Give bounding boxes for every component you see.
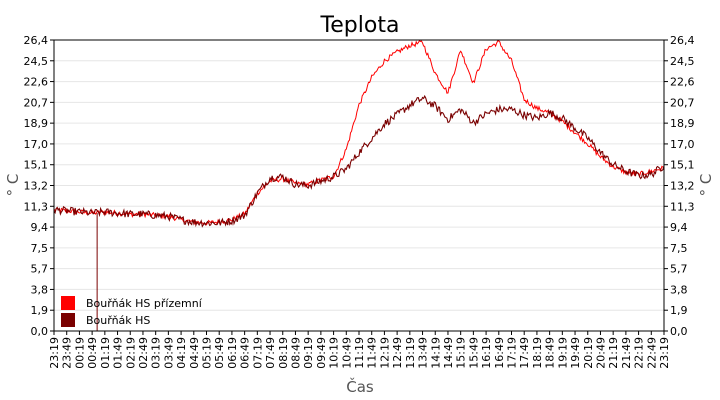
y-tick-label-right: 1,9 <box>670 304 688 317</box>
series-lines <box>53 39 665 331</box>
series-line-2 <box>53 94 665 228</box>
x-tick-label: 23:19 <box>48 337 61 369</box>
legend-label-2: Bouřňák HS <box>86 314 150 327</box>
x-tick-label: 02:49 <box>137 337 150 369</box>
y-tick-label-right: 20,7 <box>670 96 695 109</box>
x-tick-label: 13:49 <box>417 337 430 369</box>
y-tick-label-right: 7,5 <box>670 242 688 255</box>
x-tick-label: 00:49 <box>86 337 99 369</box>
x-tick-label: 22:49 <box>645 337 658 369</box>
y-tick-label-left: 26,4 <box>24 34 49 47</box>
x-tick-label: 04:49 <box>188 337 201 369</box>
y-tick-label-left: 22,6 <box>24 76 49 89</box>
x-tick-label: 10:49 <box>340 337 353 369</box>
x-tick-label: 15:49 <box>467 337 480 369</box>
x-tick-label: 12:49 <box>391 337 404 369</box>
x-tick-label: 16:19 <box>480 337 493 369</box>
y-tick-label-right: 22,6 <box>670 76 695 89</box>
x-tick-label: 22:19 <box>633 337 646 369</box>
x-tick-label: 15:19 <box>455 337 468 369</box>
y-tick-label-left: 13,2 <box>24 180 49 193</box>
x-tick-label: 21:49 <box>620 337 633 369</box>
y-tick-label-left: 7,5 <box>31 242 49 255</box>
x-tick-label: 20:19 <box>582 337 595 369</box>
x-tick-label: 19:49 <box>569 337 582 369</box>
x-tick-label: 02:19 <box>124 337 137 369</box>
x-tick-label: 06:49 <box>239 337 252 369</box>
x-tick-label: 23:19 <box>658 337 671 369</box>
y-tick-label-left: 20,7 <box>24 96 49 109</box>
x-tick-label: 07:49 <box>264 337 277 369</box>
y-tick-label-right: 9,4 <box>670 221 688 234</box>
x-tick-label: 11:19 <box>353 337 366 369</box>
y-axis-title-left: ° C <box>4 174 22 197</box>
x-tick-label: 09:19 <box>302 337 315 369</box>
y-tick-label-left: 0,0 <box>31 325 49 338</box>
y-tick-label-right: 5,7 <box>670 263 688 276</box>
y-tick-label-left: 5,7 <box>31 263 49 276</box>
x-tick-label: 11:49 <box>366 337 379 369</box>
x-tick-label: 00:19 <box>73 337 86 369</box>
y-axis-title-right: ° C <box>697 174 715 197</box>
x-tick-label: 21:19 <box>607 337 620 369</box>
x-tick-label: 16:49 <box>493 337 506 369</box>
y-tick-label-left: 11,3 <box>24 200 49 213</box>
x-tick-label: 08:49 <box>289 337 302 369</box>
x-tick-label: 12:19 <box>378 337 391 369</box>
y-tick-label-right: 0,0 <box>670 325 688 338</box>
x-tick-label: 03:49 <box>162 337 175 369</box>
x-tick-label: 07:19 <box>251 337 264 369</box>
x-tick-label: 18:49 <box>544 337 557 369</box>
y-tick-label-left: 17,0 <box>24 138 49 151</box>
chart-title: Teplota <box>320 13 400 38</box>
x-tick-label: 06:19 <box>226 337 239 369</box>
x-tick-label: 13:19 <box>404 337 417 369</box>
y-axis-ticks: 0,0 0,0 1,9 1,9 3,8 3,8 5,7 5,7 7,5 7,5 9,4 9,4 11,3… <box>24 34 695 338</box>
x-tick-label: 01:49 <box>112 337 125 369</box>
legend-label-1: Bouřňák HS přízemní <box>86 297 203 310</box>
x-tick-label: 17:49 <box>518 337 531 369</box>
x-tick-label: 03:19 <box>150 337 163 369</box>
x-tick-label: 09:49 <box>315 337 328 369</box>
legend-swatch-2 <box>61 313 75 327</box>
x-tick-label: 08:19 <box>277 337 290 369</box>
x-tick-label: 17:19 <box>506 337 519 369</box>
x-tick-label: 10:19 <box>328 337 341 369</box>
y-tick-label-left: 3,8 <box>31 283 49 296</box>
x-axis-title: Čas <box>346 377 374 396</box>
x-tick-label: 20:49 <box>594 337 607 369</box>
x-tick-label: 05:19 <box>201 337 214 369</box>
grid <box>54 60 664 311</box>
x-tick-label: 18:19 <box>531 337 544 369</box>
x-tick-label: 19:19 <box>556 337 569 369</box>
y-tick-label-left: 24,5 <box>24 55 49 68</box>
x-tick-label: 01:19 <box>99 337 112 369</box>
y-tick-label-right: 18,9 <box>670 117 695 130</box>
x-axis-ticks: 23:19 23:49 00:19 00:49 01:19 01:49 02:19 02:49… <box>48 331 671 369</box>
legend: Bouřňák HS přízemní Bouřňák HS <box>61 296 203 327</box>
y-tick-label-left: 1,9 <box>31 304 49 317</box>
y-tick-label-right: 24,5 <box>670 55 695 68</box>
y-tick-label-right: 11,3 <box>670 200 695 213</box>
x-tick-label: 04:19 <box>175 337 188 369</box>
y-tick-label-right: 3,8 <box>670 283 688 296</box>
x-tick-label: 14:19 <box>429 337 442 369</box>
y-tick-label-right: 13,2 <box>670 180 695 193</box>
y-tick-label-right: 26,4 <box>670 34 695 47</box>
y-tick-label-left: 15,1 <box>24 159 49 172</box>
series-line-1 <box>53 39 665 226</box>
legend-swatch-1 <box>61 296 75 310</box>
y-tick-label-left: 18,9 <box>24 117 49 130</box>
y-tick-label-right: 17,0 <box>670 138 695 151</box>
y-tick-label-left: 9,4 <box>31 221 49 234</box>
x-tick-label: 14:49 <box>442 337 455 369</box>
y-tick-label-right: 15,1 <box>670 159 695 172</box>
x-tick-label: 23:49 <box>61 337 74 369</box>
x-tick-label: 05:49 <box>213 337 226 369</box>
